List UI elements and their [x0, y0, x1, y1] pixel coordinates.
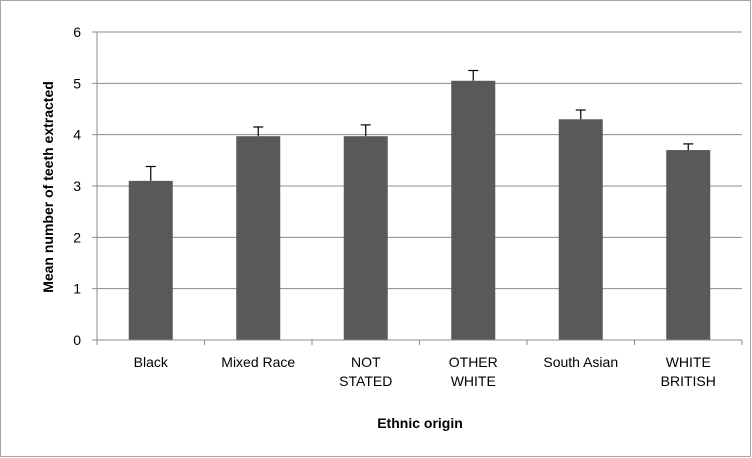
y-axis-title: Mean number of teeth extracted [40, 81, 56, 293]
bar [666, 150, 711, 340]
x-tick-label: Mixed Race [221, 354, 295, 370]
y-tick-label: 3 [73, 178, 81, 194]
y-tick-label: 0 [73, 332, 81, 348]
bar [343, 136, 388, 340]
bar [128, 180, 173, 340]
y-tick-label: 1 [73, 281, 81, 297]
y-tick-label: 5 [73, 75, 81, 91]
y-tick-label: 6 [73, 24, 81, 40]
x-tick-label: Black [134, 354, 169, 370]
x-axis-title: Ethnic origin [377, 415, 463, 431]
error-bars [145, 69, 694, 181]
bar [236, 136, 281, 340]
x-tick-label: NOT STATED [339, 354, 392, 389]
x-tick-label: South Asian [543, 354, 618, 370]
x-tick-label: WHITE BRITISH [661, 354, 716, 389]
bar [451, 80, 496, 341]
axes [92, 31, 743, 345]
bar [558, 119, 603, 341]
y-tick-label: 4 [73, 127, 81, 143]
y-tick-label: 2 [73, 229, 81, 245]
x-tick-labels: Black Mixed Race NOT STATED OTHER WHITE South … [134, 354, 716, 389]
bars [128, 80, 711, 341]
gridlines [97, 31, 742, 290]
y-tick-labels: 0 1 2 3 4 5 6 [73, 24, 81, 348]
x-tick-label: OTHER WHITE [449, 354, 498, 389]
